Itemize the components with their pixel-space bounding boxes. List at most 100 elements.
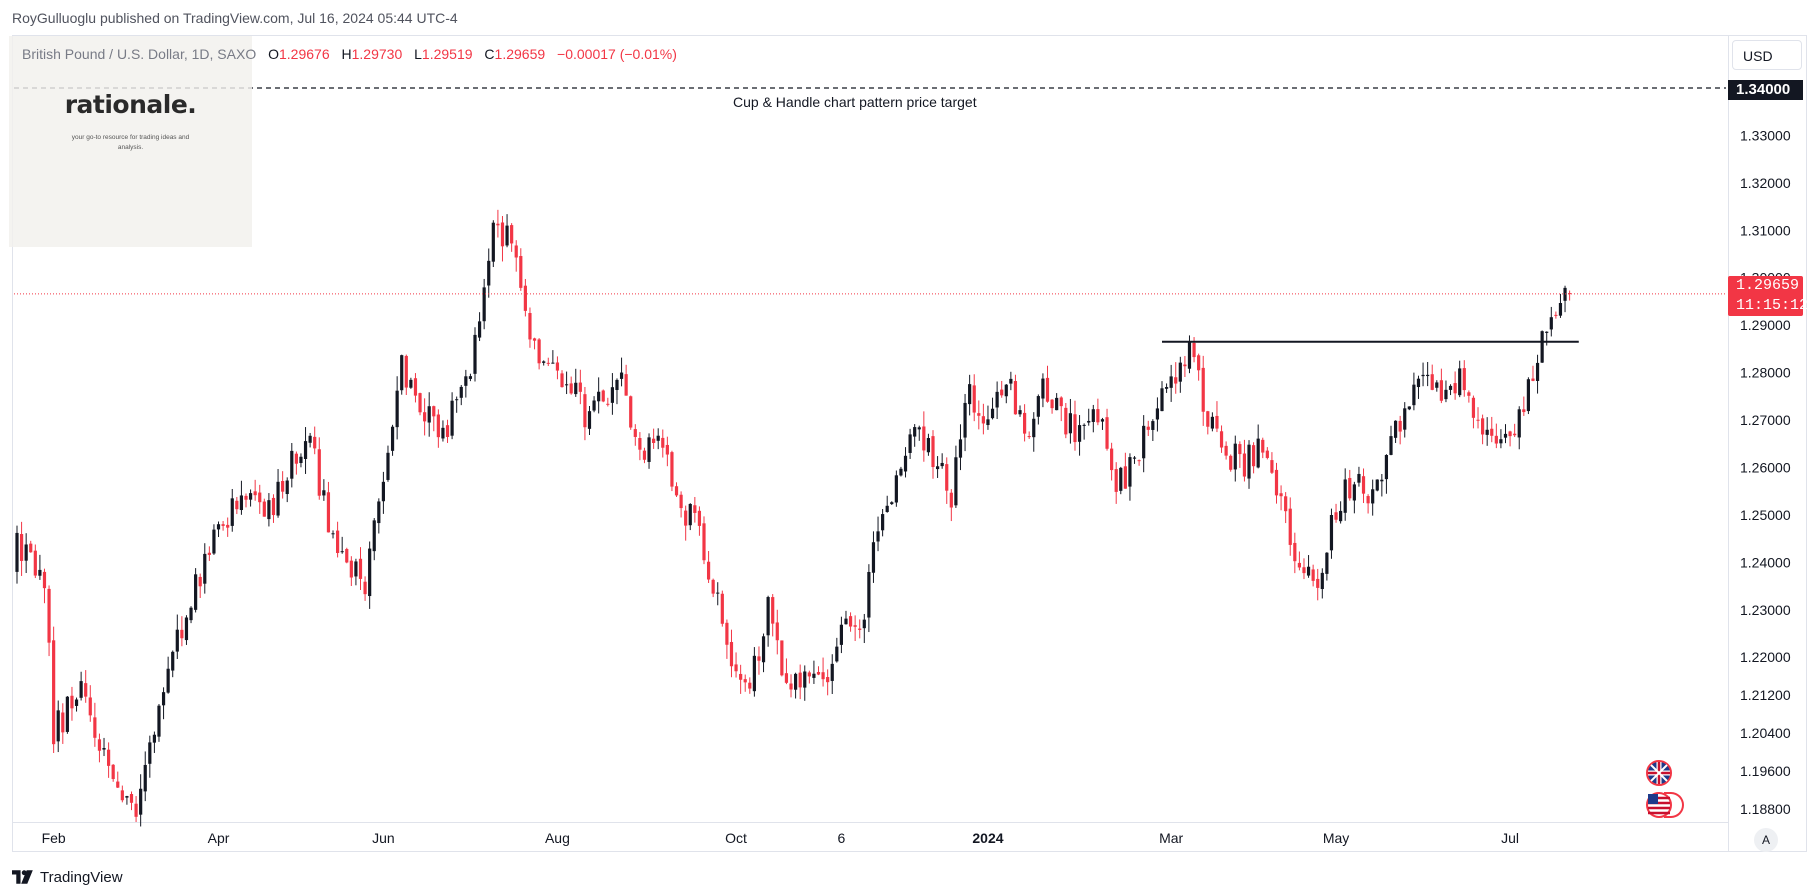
candle-body xyxy=(647,437,651,462)
chart-frame[interactable] xyxy=(12,35,1807,852)
candle-body xyxy=(734,664,738,672)
candle xyxy=(661,429,665,458)
candle-body xyxy=(52,640,56,745)
candle xyxy=(871,531,876,583)
candle-body xyxy=(445,425,450,437)
candle-body xyxy=(1403,408,1407,430)
candle-body xyxy=(354,561,358,577)
candle-body xyxy=(523,285,527,311)
candle xyxy=(459,384,463,406)
candle xyxy=(679,491,683,518)
candle-body xyxy=(363,581,367,595)
candle xyxy=(642,447,647,464)
candle-body xyxy=(1375,479,1379,491)
candle xyxy=(601,389,605,403)
candle xyxy=(1348,469,1352,501)
candle xyxy=(1352,481,1356,514)
price-target-annotation[interactable]: Cup & Handle chart pattern price target xyxy=(733,94,977,110)
candle xyxy=(1416,375,1421,399)
candle xyxy=(1142,415,1146,473)
candle-body xyxy=(258,492,262,503)
candle-body xyxy=(1032,418,1036,438)
currency-selector-button[interactable]: USD xyxy=(1732,40,1802,70)
candle-body xyxy=(1219,431,1224,448)
candle-body xyxy=(1215,415,1219,429)
candle xyxy=(890,501,894,506)
candle-body xyxy=(1416,378,1421,388)
candle xyxy=(1059,396,1063,422)
candle xyxy=(65,696,69,734)
candle xyxy=(894,470,898,507)
candle-body xyxy=(203,553,207,584)
candle xyxy=(1513,423,1517,438)
candle-body xyxy=(551,362,555,364)
candle-body xyxy=(583,394,587,428)
candle xyxy=(38,554,42,580)
candle xyxy=(1274,462,1279,504)
candle-body xyxy=(1123,466,1127,489)
candle xyxy=(1137,459,1141,466)
auto-scale-button[interactable]: A xyxy=(1754,828,1778,852)
candle xyxy=(230,488,234,532)
watermark-title: rationale. xyxy=(64,90,197,119)
candle xyxy=(711,578,715,598)
candle xyxy=(867,564,871,633)
candle-body xyxy=(1091,409,1095,422)
candle-body xyxy=(931,436,935,468)
candle-body xyxy=(1151,421,1155,430)
candle-body xyxy=(1068,413,1072,434)
candle xyxy=(674,482,679,498)
candle-body xyxy=(161,692,166,706)
candle-body xyxy=(935,466,940,470)
candle xyxy=(1568,290,1572,301)
candle-body xyxy=(1412,384,1416,406)
candle xyxy=(1334,503,1338,523)
candle-body xyxy=(835,646,839,662)
candle xyxy=(972,374,976,422)
candle-body xyxy=(409,379,413,388)
candle xyxy=(1160,381,1164,412)
candle-body xyxy=(1142,425,1146,459)
candle xyxy=(1242,439,1247,482)
candle xyxy=(592,396,596,413)
candle xyxy=(1471,395,1476,429)
gbp-flag-icon[interactable] xyxy=(1646,760,1672,786)
candle-body xyxy=(679,494,683,509)
candle-body xyxy=(1485,429,1489,435)
candle-body xyxy=(1366,496,1370,504)
legend-symbol[interactable]: British Pound / U.S. Dollar, 1D, SAXO xyxy=(22,46,257,62)
candle-body xyxy=(1114,469,1118,492)
candle-body xyxy=(510,225,514,244)
tradingview-logo-icon xyxy=(12,870,33,884)
candle-body xyxy=(766,597,770,636)
candle-body xyxy=(1252,445,1256,467)
candle-body xyxy=(862,619,866,629)
candle-body xyxy=(1545,331,1549,333)
candle xyxy=(97,733,102,763)
candle xyxy=(519,248,523,291)
tradingview-brand[interactable]: TradingView xyxy=(12,866,123,888)
candle-body xyxy=(427,406,431,423)
candle-body xyxy=(949,492,953,508)
candle xyxy=(963,393,967,452)
candle xyxy=(79,671,83,701)
candle xyxy=(1549,306,1553,337)
candle-body xyxy=(532,338,537,341)
candle xyxy=(1000,380,1004,398)
candle-body xyxy=(1036,396,1040,417)
candle xyxy=(139,774,143,827)
candle xyxy=(761,633,766,673)
candle xyxy=(1279,485,1283,511)
candle-body xyxy=(216,524,221,530)
candle-body xyxy=(1206,411,1210,427)
candle xyxy=(281,471,285,499)
candle-body xyxy=(922,426,926,451)
candle xyxy=(157,704,161,742)
candle xyxy=(789,674,793,698)
rationale-watermark: rationale. your go-to resource for tradi… xyxy=(9,36,252,247)
candle-body xyxy=(1256,438,1260,468)
candle-body xyxy=(212,529,216,554)
candle-body xyxy=(844,618,848,625)
candle xyxy=(212,524,216,555)
